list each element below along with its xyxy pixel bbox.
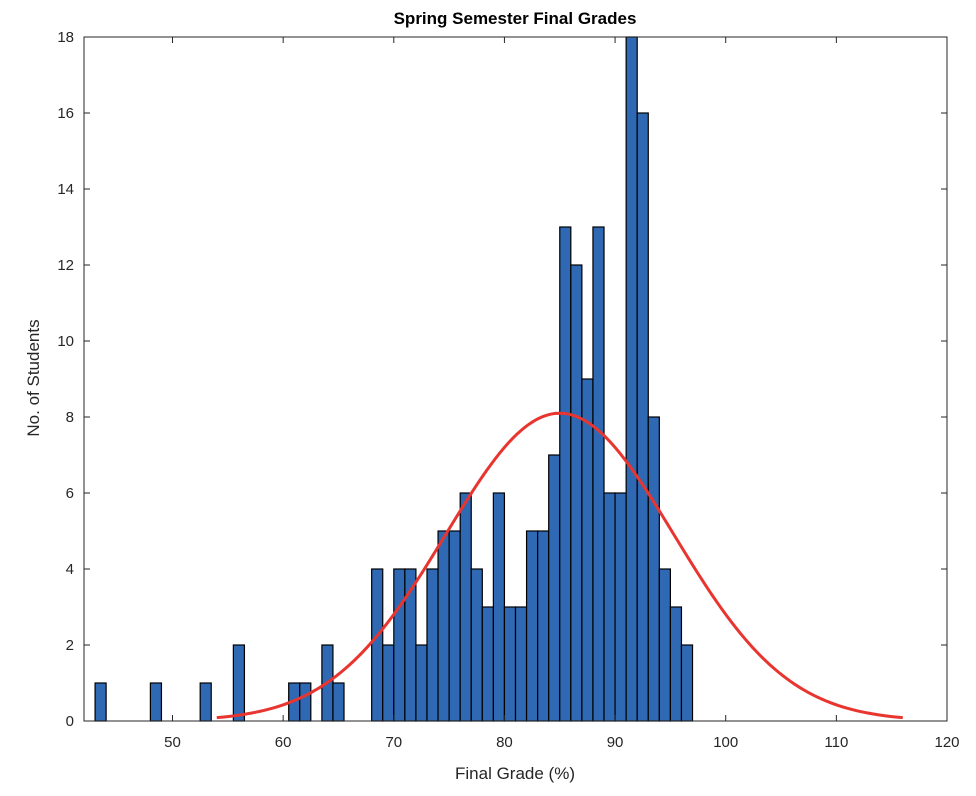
- histogram-bar: [299, 682, 312, 722]
- x-tick-label: 70: [385, 734, 402, 751]
- histogram-bar: [371, 568, 384, 722]
- histogram-bar: [603, 492, 616, 722]
- histogram-bar: [658, 568, 671, 722]
- x-tick-label: 110: [824, 734, 848, 751]
- y-tick-label: 6: [66, 485, 74, 502]
- bars-layer: [94, 36, 694, 722]
- histogram-bar: [332, 682, 345, 722]
- y-tick-label: 12: [57, 257, 74, 274]
- histogram-bar: [592, 226, 605, 722]
- histogram-bar: [514, 606, 528, 722]
- histogram-bar: [199, 682, 212, 722]
- histogram-bar: [426, 568, 439, 722]
- histogram-bar: [393, 568, 406, 722]
- histogram-bar: [459, 492, 472, 722]
- x-tick-label: 80: [496, 734, 513, 751]
- x-tick-label: 120: [934, 734, 959, 751]
- plot-area-frame: [83, 36, 948, 722]
- x-tick-label: 60: [275, 734, 292, 751]
- y-tick-label: 10: [57, 333, 74, 350]
- axis-ticks: 50 60 70 80 90 100 110 120 0 2 4 6 8 10 12 14 16 18: [57, 29, 959, 751]
- histogram-bar: [537, 530, 550, 722]
- y-tick-label: 8: [66, 409, 74, 426]
- histogram-bar: [680, 644, 694, 722]
- histogram-bar: [503, 606, 517, 722]
- histogram-bar: [492, 492, 506, 722]
- y-tick-label: 18: [57, 29, 74, 46]
- histogram-bar: [559, 226, 572, 722]
- histogram-bar: [437, 530, 450, 722]
- x-tick-label: 100: [713, 734, 738, 751]
- y-tick-label: 16: [57, 105, 74, 122]
- histogram-bar: [232, 644, 246, 722]
- histogram-bar: [581, 378, 594, 722]
- y-tick-label: 14: [57, 181, 74, 198]
- histogram-bar: [548, 454, 561, 722]
- normal-fit-curve: [216, 411, 903, 720]
- x-tick-label: 50: [164, 734, 181, 751]
- histogram-bar: [570, 264, 583, 722]
- histogram-bar: [525, 530, 539, 722]
- histogram-bar: [647, 416, 660, 722]
- histogram-bar: [382, 644, 395, 722]
- y-axis-label: No. of Students: [24, 319, 43, 436]
- histogram-bar: [94, 682, 107, 722]
- histogram-bar: [149, 682, 163, 722]
- histogram-bar: [625, 36, 638, 722]
- histogram-bar: [669, 606, 683, 722]
- x-axis-label: Final Grade (%): [455, 764, 575, 783]
- histogram-bar: [448, 530, 461, 722]
- y-tick-label: 0: [66, 713, 74, 730]
- histogram-bar: [481, 606, 494, 722]
- histogram-bar: [470, 568, 483, 722]
- histogram-bar: [636, 112, 649, 722]
- y-tick-label: 4: [66, 561, 74, 578]
- x-tick-label: 90: [607, 734, 624, 751]
- chart-title: Spring Semester Final Grades: [394, 9, 637, 28]
- histogram-bar: [415, 644, 428, 722]
- histogram-bar: [614, 492, 627, 722]
- y-tick-label: 2: [66, 637, 74, 654]
